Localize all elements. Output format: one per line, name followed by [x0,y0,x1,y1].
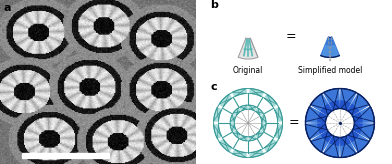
Polygon shape [348,94,369,115]
Polygon shape [324,144,339,157]
Polygon shape [214,125,221,138]
Polygon shape [240,105,247,111]
Polygon shape [233,150,246,157]
Polygon shape [311,94,327,111]
Polygon shape [256,131,263,138]
Polygon shape [341,144,356,157]
Text: b: b [211,0,218,10]
Polygon shape [306,107,319,122]
Polygon shape [220,94,232,107]
Polygon shape [325,109,354,137]
Polygon shape [361,107,374,122]
Polygon shape [311,94,332,115]
Polygon shape [348,131,369,152]
Polygon shape [238,38,258,59]
Polygon shape [311,131,332,152]
Bar [22,153,109,158]
Polygon shape [353,107,374,122]
Polygon shape [256,108,263,115]
Polygon shape [260,115,266,122]
Polygon shape [324,136,339,157]
Polygon shape [352,94,369,111]
Polygon shape [322,46,338,57]
Polygon shape [324,89,339,102]
Polygon shape [250,150,263,157]
Polygon shape [233,89,246,96]
Polygon shape [233,131,240,138]
Polygon shape [275,108,283,121]
Text: =: = [285,30,296,43]
Polygon shape [230,124,236,131]
Polygon shape [341,136,356,157]
Polygon shape [305,107,327,122]
Text: a: a [4,3,11,13]
Polygon shape [265,94,277,107]
Polygon shape [249,135,256,141]
Polygon shape [250,89,263,96]
Polygon shape [275,125,283,138]
Polygon shape [305,124,327,139]
Text: Simplified model: Simplified model [298,66,362,75]
Polygon shape [265,139,277,152]
Polygon shape [341,89,356,110]
Polygon shape [306,124,319,139]
Polygon shape [311,135,327,152]
Polygon shape [220,139,232,152]
Text: =: = [289,116,299,130]
Text: c: c [211,82,217,92]
Polygon shape [240,135,247,141]
Polygon shape [233,108,240,115]
Polygon shape [260,124,266,131]
Polygon shape [230,115,236,122]
Polygon shape [341,89,356,102]
Polygon shape [321,37,339,57]
Polygon shape [352,135,369,152]
Text: Original: Original [233,66,263,75]
Polygon shape [214,89,283,157]
Polygon shape [249,105,256,111]
Polygon shape [214,108,221,121]
Polygon shape [324,89,339,110]
Polygon shape [361,124,374,139]
Polygon shape [353,124,374,139]
